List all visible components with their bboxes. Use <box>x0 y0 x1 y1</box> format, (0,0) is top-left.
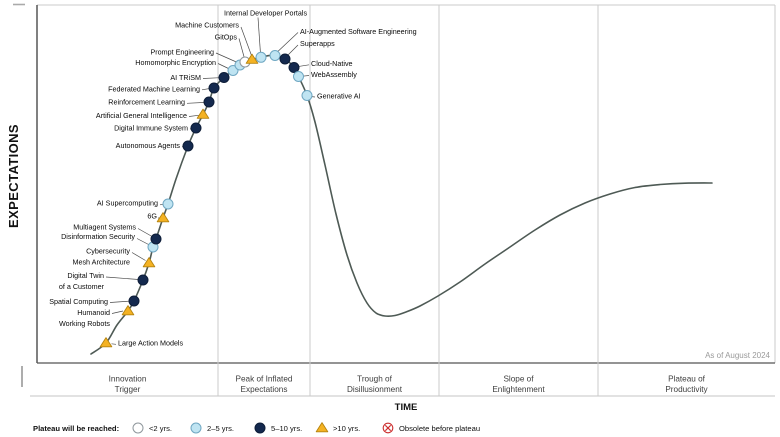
leader-line <box>240 26 252 56</box>
marker-circle-2to5yrs <box>293 71 304 82</box>
marker-circle-2to5yrs <box>301 90 313 101</box>
technology-label: Internal Developer Portals <box>224 9 308 18</box>
leader-line <box>276 32 299 54</box>
marker-circle-2to5yrs <box>162 198 174 210</box>
leader-line <box>105 276 139 280</box>
technology-label: Digital Immune System <box>114 124 188 133</box>
marker-triangle-gt10yrs <box>99 337 113 348</box>
y-axis-label: EXPECTATIONS <box>6 124 21 228</box>
technology-labels: Large Action Models Humanoid Working Robot… <box>49 9 416 348</box>
marker-triangle-gt10yrs <box>121 305 135 316</box>
marker-circle-5to10yrs <box>182 140 194 152</box>
phase-label: Trigger <box>115 385 141 394</box>
leader-line <box>215 52 238 63</box>
marker-triangle-gt10yrs <box>142 257 156 268</box>
leader-line <box>111 343 117 345</box>
marker-triangle-gt10yrs <box>156 212 170 223</box>
leader-line <box>238 38 245 59</box>
technology-label: Humanoid <box>77 308 110 317</box>
legend-title: Plateau will be reached: <box>33 424 119 433</box>
marker-circle-5to10yrs <box>279 53 291 65</box>
marker-circle-5to10yrs <box>208 82 220 94</box>
marker-circle-2to5yrs <box>269 50 281 61</box>
x-axis-label: TIME <box>395 402 418 413</box>
marker-circle-2to5yrs <box>190 422 202 434</box>
technology-label: Generative AI <box>317 92 361 101</box>
legend: <2 yrs. 2–5 yrs. 5–10 yrs. >10 yrs. Obsolete… <box>132 422 480 434</box>
technology-label: Artificial General Intelligence <box>96 111 187 120</box>
technology-label: Digital Twin <box>67 271 104 280</box>
leader-line <box>286 44 299 57</box>
marker-circle-5to10yrs <box>150 233 162 245</box>
as-of-label: As of August 2024 <box>705 351 770 360</box>
technology-label: Mesh Architecture <box>72 258 130 267</box>
phase-label: Productivity <box>665 385 708 394</box>
technology-label: WebAssembly <box>311 70 357 79</box>
gridlines <box>217 5 599 396</box>
technology-label: Reinforcement Learning <box>108 98 185 107</box>
marker-circle-5to10yrs <box>203 96 215 108</box>
phase-label: Enlightenment <box>492 385 545 394</box>
leader-line <box>136 238 150 246</box>
phase-label: Innovation <box>109 375 147 384</box>
leader-line <box>188 114 199 117</box>
marker-circle-5to10yrs <box>288 62 300 73</box>
marker-triangle-gt10yrs <box>196 108 210 119</box>
hype-curve <box>90 54 713 355</box>
technology-label: GitOps <box>215 33 238 42</box>
phase-label: Peak of Inflated <box>236 375 293 384</box>
phase-label: Slope of <box>503 375 534 384</box>
technology-label: 6G <box>147 212 157 221</box>
technology-label: Autonomous Agents <box>116 141 181 150</box>
marker-circle-5to10yrs <box>137 274 149 286</box>
technology-label: Multiagent Systems <box>73 223 136 232</box>
leader-line <box>257 17 261 54</box>
leader-line <box>109 300 129 303</box>
legend-item-label: >10 yrs. <box>333 424 360 433</box>
leader-line <box>202 77 221 79</box>
technology-label: Working Robots <box>59 319 110 328</box>
marker-triangle-gt10yrs <box>315 422 329 433</box>
technology-label: Prompt Engineering <box>150 48 214 57</box>
technology-label: AI TRiSM <box>170 73 201 82</box>
marker-obsolete-x <box>384 424 392 432</box>
technology-label: AI-Augmented Software Engineering <box>300 27 417 36</box>
chart-frame <box>13 3 776 397</box>
marker-circle-5to10yrs <box>190 122 202 134</box>
marker-circle-5to10yrs <box>128 295 140 307</box>
technology-label: AI Supercomputing <box>97 199 158 208</box>
marker-circle-5to10yrs <box>254 422 266 434</box>
phase-label: Trough of <box>357 375 392 384</box>
marker-circle-5to10yrs <box>218 72 230 83</box>
marker-triangle-gt10yrs <box>245 53 259 64</box>
marker-circle-2to5yrs <box>255 51 267 63</box>
technology-label: Homomorphic Encryption <box>135 58 216 67</box>
phase-label: Expectations <box>241 385 288 394</box>
legend-item-label: Obsolete before plateau <box>399 424 480 433</box>
leader-line <box>131 252 146 261</box>
technology-label: Superapps <box>300 39 335 48</box>
phase-label: Disillusionment <box>347 385 403 394</box>
technology-label: Cybersecurity <box>86 247 130 256</box>
technology-label: Federated Machine Learning <box>108 85 200 94</box>
technology-label: Machine Customers <box>175 21 239 30</box>
leader-line <box>111 310 124 314</box>
legend-item-label: <2 yrs. <box>149 424 172 433</box>
technology-label: Cloud-Native <box>311 59 353 68</box>
legend-item-label: 2–5 yrs. <box>207 424 234 433</box>
technology-label: Spatial Computing <box>49 297 108 306</box>
technology-label: Disinformation Security <box>61 232 135 241</box>
legend-item-label: 5–10 yrs. <box>271 424 302 433</box>
technology-label: of a Customer <box>59 282 105 291</box>
leader-line <box>137 228 154 238</box>
leader-line <box>186 102 206 104</box>
technology-markers <box>99 50 313 348</box>
phase-label: Plateau of <box>668 375 706 384</box>
technology-label: Large Action Models <box>118 339 184 348</box>
leader-line <box>217 63 230 70</box>
marker-circle-lt2yrs <box>132 422 144 434</box>
